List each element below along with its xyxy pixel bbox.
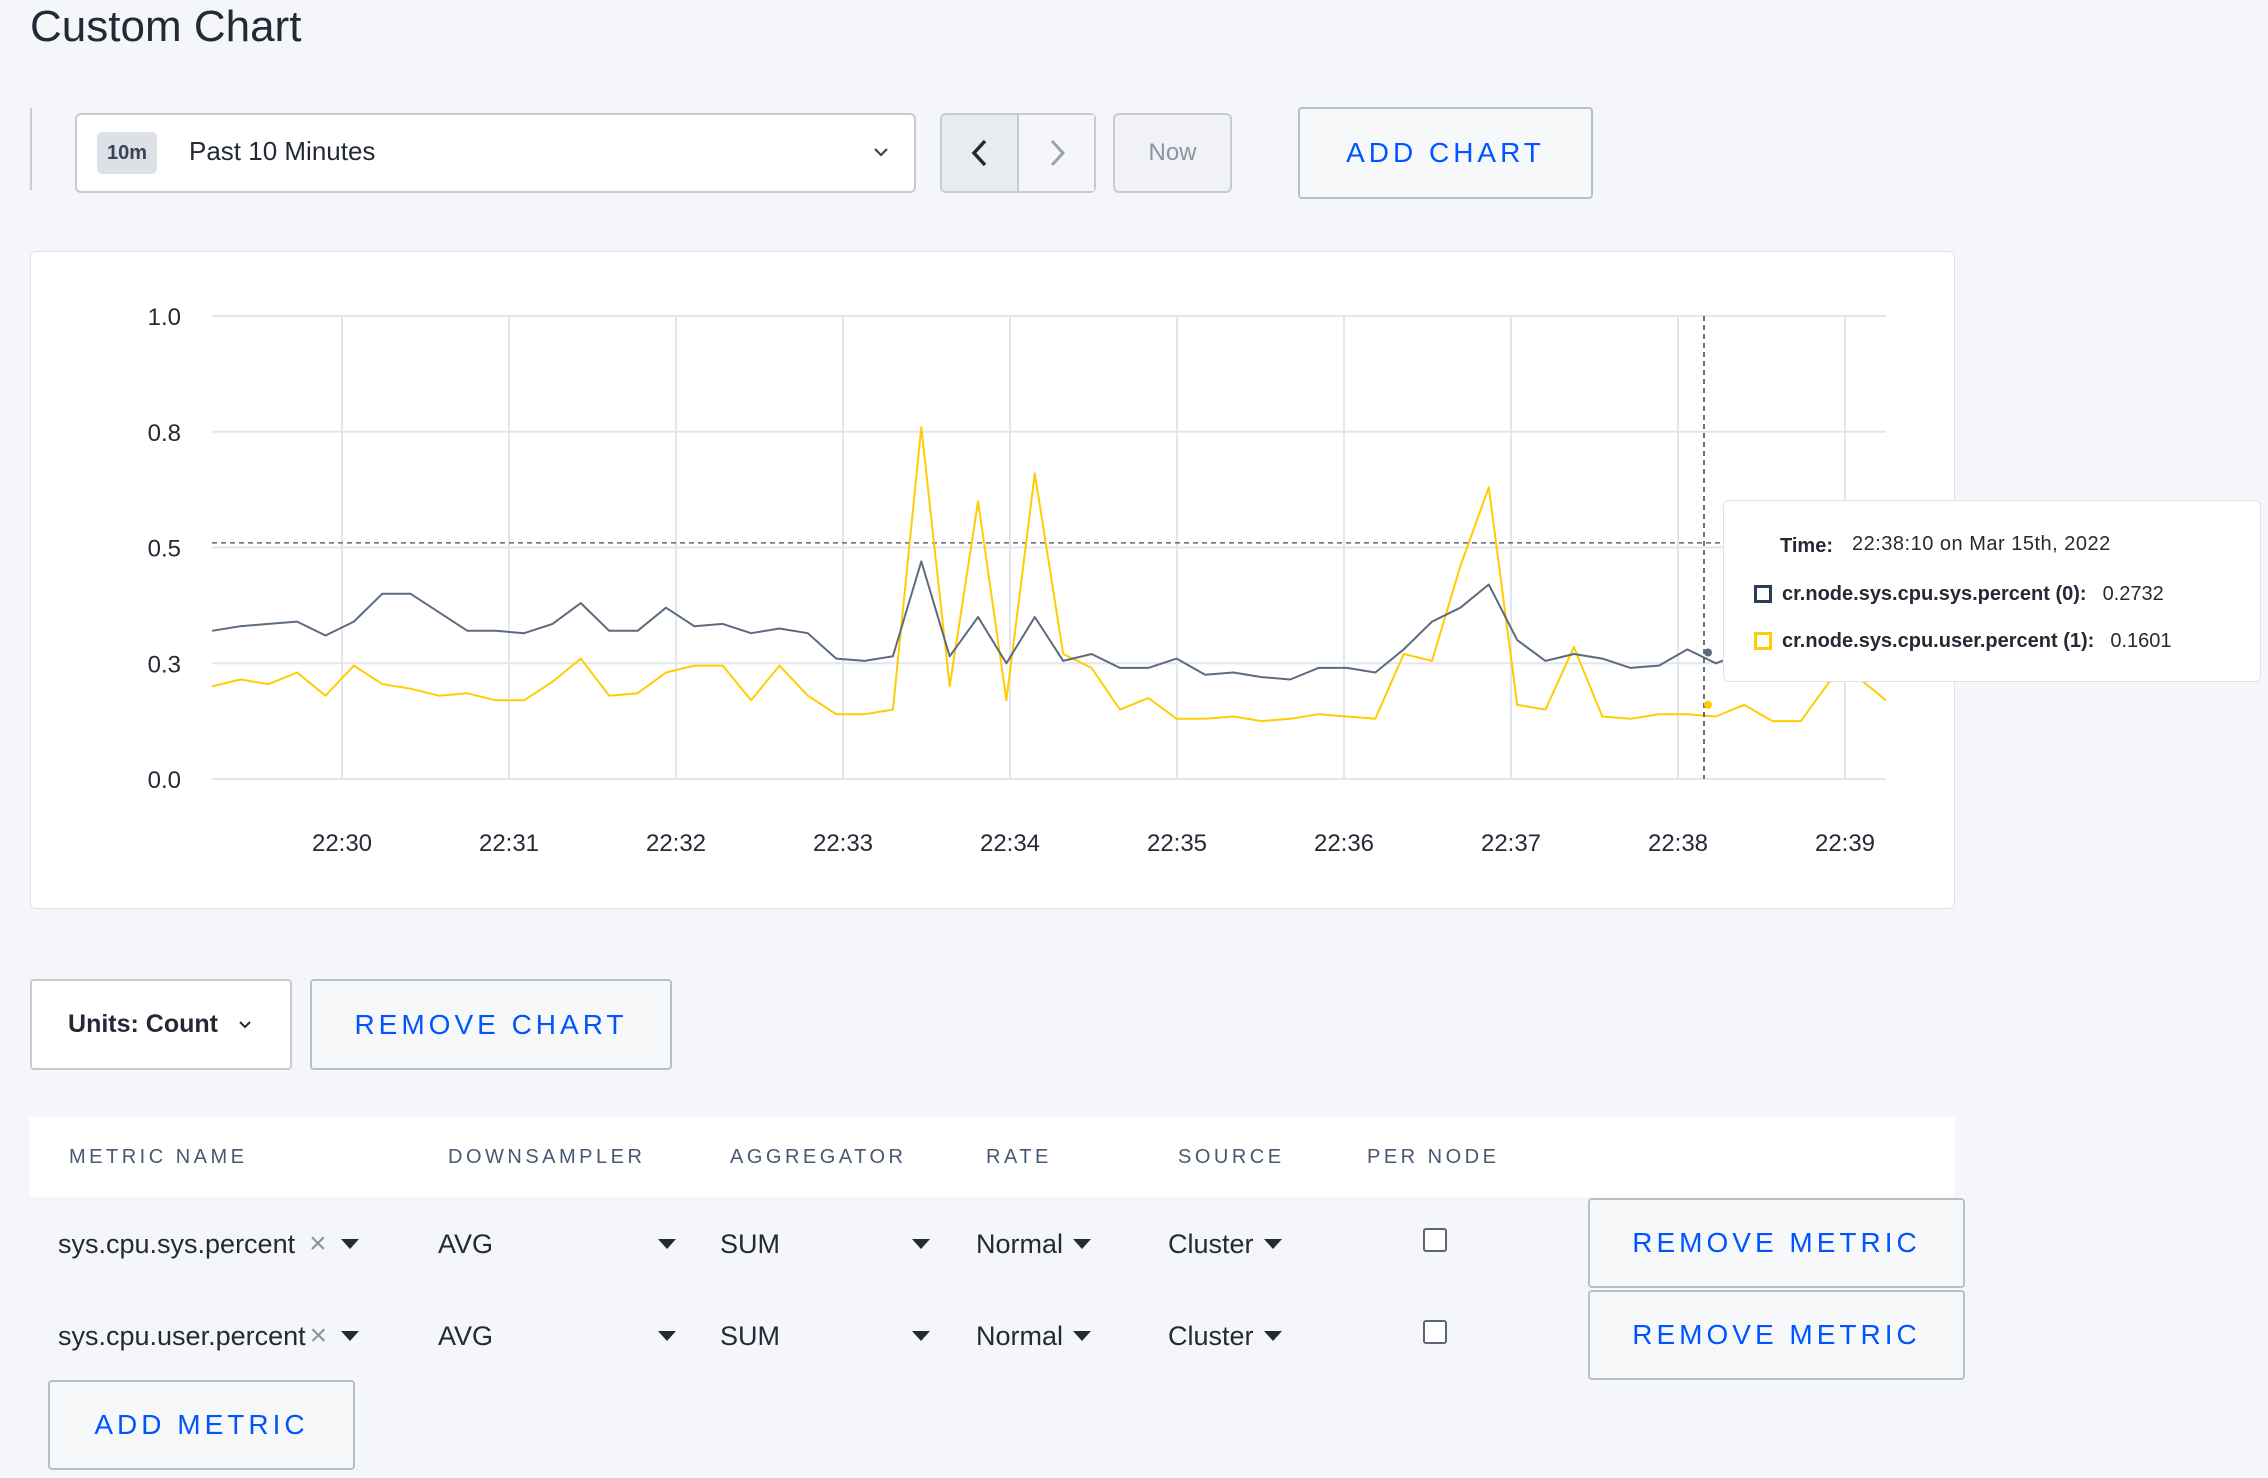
x-tick-label: 22:38 xyxy=(1648,830,1708,857)
time-range-label: Past 10 Minutes xyxy=(189,136,376,166)
per-node-cell xyxy=(1423,1194,1447,1286)
x-tick-label: 22:34 xyxy=(980,830,1040,857)
source-select[interactable]: Cluster xyxy=(1168,1198,1282,1290)
previous-time-button[interactable] xyxy=(942,115,1019,191)
add-metric-button[interactable]: ADD METRIC xyxy=(48,1380,355,1470)
source-value: Cluster xyxy=(1168,1228,1254,1259)
series-swatch-icon xyxy=(1754,585,1772,603)
chart-card: 0.0 0.3 0.5 0.8 1.0 22:30 22:31 22:32 22:33 22:34… xyxy=(30,251,1955,909)
downsampler-value: AVG xyxy=(438,1228,494,1259)
caret-down-icon xyxy=(1263,1239,1282,1249)
metric-name-select[interactable]: sys.cpu.sys.percent × xyxy=(58,1198,359,1290)
caret-down-icon xyxy=(1263,1331,1282,1341)
metric-name-value: sys.cpu.sys.percent xyxy=(58,1228,296,1259)
y-tick-label: 0.3 xyxy=(148,651,181,678)
column-header-rate: RATE xyxy=(986,1146,1052,1168)
caret-down-icon xyxy=(912,1239,930,1249)
x-tick-label: 22:35 xyxy=(1147,830,1207,857)
x-tick-label: 22:37 xyxy=(1481,830,1541,857)
source-value: Cluster xyxy=(1168,1320,1254,1351)
remove-chart-button[interactable]: REMOVE CHART xyxy=(310,979,672,1070)
downsampler-select[interactable]: AVG xyxy=(438,1290,688,1382)
y-tick-label: 0.8 xyxy=(148,420,181,447)
line-chart: 0.0 0.3 0.5 0.8 1.0 22:30 22:31 22:32 22:33 22:34… xyxy=(148,304,1887,857)
toolbar-divider xyxy=(30,108,32,190)
column-header-aggregator: AGGREGATOR xyxy=(730,1146,907,1168)
units-label: Units: Count xyxy=(68,1010,218,1038)
x-tick-label: 22:39 xyxy=(1815,830,1875,857)
rate-value: Normal xyxy=(976,1228,1064,1259)
tooltip-time-value: 22:38:10 on Mar 15th, 2022 xyxy=(1852,533,2111,555)
time-range-select[interactable]: 10m Past 10 Minutes xyxy=(75,113,916,193)
chevron-right-icon xyxy=(1050,139,1065,167)
caret-down-icon[interactable] xyxy=(340,1239,359,1249)
add-chart-button[interactable]: ADD CHART xyxy=(1298,107,1593,199)
x-tick-label: 22:30 xyxy=(312,830,372,857)
hover-point xyxy=(1704,700,1712,709)
tooltip-time-label: Time: xyxy=(1780,535,1833,557)
caret-down-icon xyxy=(658,1331,676,1341)
tooltip-series-name: cr.node.sys.cpu.user.percent (1): xyxy=(1782,629,2095,652)
y-tick-label: 0.5 xyxy=(148,536,181,563)
series-line xyxy=(211,426,1887,723)
rate-value: Normal xyxy=(976,1320,1064,1351)
metric-name-select[interactable]: sys.cpu.user.percent × xyxy=(58,1290,360,1382)
x-tick-label: 22:36 xyxy=(1314,830,1374,857)
column-header-source: SOURCE xyxy=(1178,1146,1285,1168)
chevron-down-icon xyxy=(239,1020,251,1028)
downsampler-value: AVG xyxy=(438,1320,494,1351)
chevron-down-icon xyxy=(874,148,888,157)
units-select[interactable]: Units: Count xyxy=(30,979,292,1070)
per-node-checkbox[interactable] xyxy=(1423,1320,1447,1344)
rate-select[interactable]: Normal xyxy=(976,1290,1092,1382)
clear-icon[interactable]: × xyxy=(309,1319,328,1352)
downsampler-select[interactable]: AVG xyxy=(438,1198,688,1290)
y-tick-label: 0.0 xyxy=(148,767,181,794)
next-time-button[interactable] xyxy=(1019,115,1094,191)
x-tick-label: 22:33 xyxy=(813,830,873,857)
caret-down-icon[interactable] xyxy=(341,1331,360,1341)
rate-select[interactable]: Normal xyxy=(976,1198,1092,1290)
chart-tooltip: Time: 22:38:10 on Mar 15th, 2022 cr.node… xyxy=(1723,500,2261,682)
tooltip-series-row: cr.node.sys.cpu.sys.percent (0): 0.2732 xyxy=(1754,581,2164,607)
metric-row: sys.cpu.sys.percent × AVG SUM Normal Clu… xyxy=(30,1198,1965,1290)
series-swatch-icon xyxy=(1754,632,1772,650)
per-node-cell xyxy=(1423,1286,1447,1378)
tooltip-series-value: 0.1601 xyxy=(2110,629,2172,652)
x-tick-label: 22:31 xyxy=(479,830,539,857)
tooltip-series-value: 0.2732 xyxy=(2102,582,2164,605)
tooltip-series-row: cr.node.sys.cpu.user.percent (1): 0.1601 xyxy=(1754,628,2172,654)
page-title: Custom Chart xyxy=(30,2,302,51)
metric-row: sys.cpu.user.percent × AVG SUM Normal Cl… xyxy=(30,1290,1965,1382)
remove-metric-button[interactable]: REMOVE METRIC xyxy=(1588,1290,1965,1380)
aggregator-value: SUM xyxy=(720,1228,780,1259)
metrics-table-header: METRIC NAME DOWNSAMPLER AGGREGATOR RATE … xyxy=(30,1117,1955,1197)
per-node-checkbox[interactable] xyxy=(1423,1228,1447,1252)
metric-name-value: sys.cpu.user.percent xyxy=(58,1320,306,1351)
aggregator-select[interactable]: SUM xyxy=(720,1198,942,1290)
column-header-per-node: PER NODE xyxy=(1367,1146,1500,1168)
caret-down-icon xyxy=(1073,1331,1092,1341)
clear-icon[interactable]: × xyxy=(309,1227,327,1260)
column-header-downsampler: DOWNSAMPLER xyxy=(448,1146,646,1168)
caret-down-icon xyxy=(658,1239,676,1249)
y-tick-label: 1.0 xyxy=(148,304,181,331)
column-header-metric-name: METRIC NAME xyxy=(69,1146,248,1168)
hover-point xyxy=(1704,648,1712,657)
caret-down-icon xyxy=(1073,1239,1092,1249)
caret-down-icon xyxy=(912,1331,930,1341)
tooltip-series-name: cr.node.sys.cpu.sys.percent (0): xyxy=(1782,582,2087,605)
aggregator-select[interactable]: SUM xyxy=(720,1290,942,1382)
now-button[interactable]: Now xyxy=(1113,113,1232,193)
time-nav-group xyxy=(940,113,1096,193)
series-line xyxy=(211,560,1886,681)
x-tick-label: 22:32 xyxy=(646,830,706,857)
remove-metric-button[interactable]: REMOVE METRIC xyxy=(1588,1198,1965,1288)
chevron-left-icon xyxy=(971,139,986,167)
time-range-badge: 10m xyxy=(97,132,157,174)
source-select[interactable]: Cluster xyxy=(1168,1290,1282,1382)
aggregator-value: SUM xyxy=(720,1320,780,1351)
